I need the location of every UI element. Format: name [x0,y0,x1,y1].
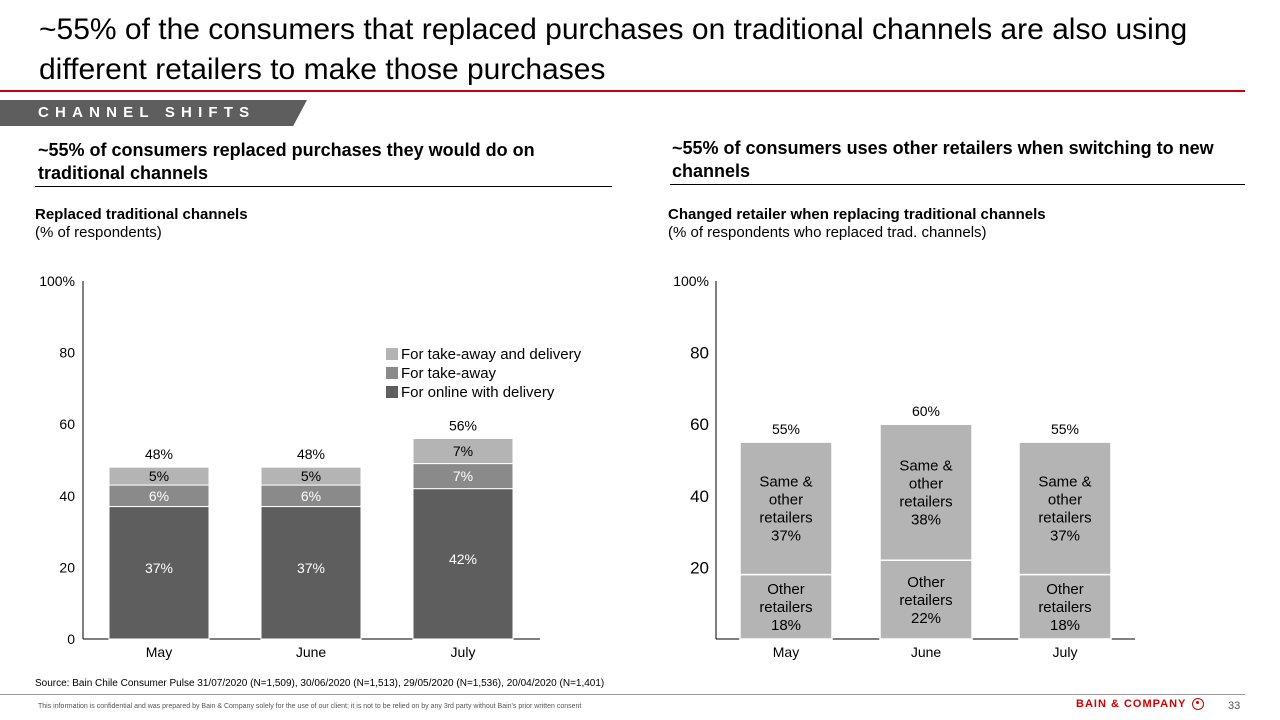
changed-retailer-chart: 20 40 60 80 100% Other retailers 18% Same & other… [673,273,1135,660]
left-panel-divider [35,186,612,187]
bar-segment [108,506,210,640]
page-title: ~55% of the consumers that replaced purc… [39,13,1188,86]
x-tick-label: May [146,644,172,660]
logo-mark-icon [1192,698,1205,710]
y-tick-label: 100% [673,273,709,289]
bar-segment [879,423,973,561]
bar-total-label: 55% [1051,421,1079,437]
bar-value-label: Same & other retailers 37% [1038,474,1091,545]
source-note: Source: Bain Chile Consumer Pulse 31/07/… [35,678,605,689]
bar-segment [412,463,514,490]
right-panel-divider [670,184,1245,185]
bar-value-label: 7% [453,468,473,484]
bar-value-label: 6% [149,488,169,504]
legend-label: For take-away [401,365,497,382]
bar-segment [412,438,514,465]
replaced-channels-chart: 0 20 40 60 80 100% 37% 6% 5% 48% May 37% 6% 5% 48% June… [39,273,581,660]
bar-segment [412,488,514,640]
bar-value-label: Same & other retailers 38% [899,457,952,528]
y-tick-label: 100% [39,273,75,289]
bar-value-label: 6% [301,488,321,504]
bar-total-label: 60% [912,403,940,419]
bar-segment [260,506,362,640]
legend-swatch [386,386,398,398]
left-chart-title: Replaced traditional channels [35,206,248,223]
x-tick-label: May [773,644,799,660]
section-tag: CHANNEL SHIFTS [0,100,307,126]
company-logo-text: BAIN & COMPANY [1076,698,1187,710]
bar-value-label: 42% [449,551,477,567]
bar-segment [1018,441,1112,576]
bar-value-label: Same & other retailers 37% [759,474,812,545]
bar-total-label: 48% [145,446,173,462]
x-tick-label: July [451,644,476,660]
bar-value-label: Other retailers 22% [899,574,952,627]
y-tick-label: 60 [690,415,709,434]
bar-total-label: 55% [772,421,800,437]
footer-divider [0,694,1245,695]
left-panel-heading: ~55% of consumers replaced purchases the… [38,140,535,183]
legend-swatch [386,367,398,379]
bar-value-label: 5% [149,468,169,484]
bar-value-label: 37% [297,560,325,576]
bar-segment [108,466,210,486]
title-divider [0,90,1245,92]
x-tick-label: June [911,644,942,660]
bar-value-label: 5% [301,468,321,484]
page-number: 33 [1228,700,1241,712]
bar-segment [739,441,833,576]
legend-swatch [386,348,398,360]
y-tick-label: 40 [690,487,709,506]
y-tick-label: 0 [67,631,75,647]
bar-total-label: 56% [449,418,477,434]
y-tick-label: 80 [690,344,709,363]
x-tick-label: July [1053,644,1078,660]
y-tick-label: 80 [59,345,75,361]
bar-value-label: 37% [145,560,173,576]
bar-total-label: 48% [297,446,325,462]
right-panel-heading: ~55% of consumers uses other retailers w… [672,138,1214,181]
bar-value-label: Other retailers 18% [1038,581,1091,634]
legend-label: For online with delivery [401,384,555,401]
confidentiality-disclaimer: This information is confidential and was… [38,703,582,710]
y-tick-label: 40 [59,488,75,504]
y-tick-label: 20 [59,559,75,575]
bar-segment [879,559,973,640]
right-chart-title: Changed retailer when replacing traditio… [668,206,1046,223]
bar-value-label: 7% [453,443,473,459]
bar-segment [260,466,362,486]
legend-label: For take-away and delivery [401,346,582,363]
bar-value-label: Other retailers 18% [759,581,812,634]
bar-segment [1018,573,1112,640]
bar-segment [739,573,833,640]
y-tick-label: 20 [690,558,709,577]
left-chart-subtitle: (% of respondents) [35,224,162,241]
right-chart-subtitle: (% of respondents who replaced trad. cha… [668,224,987,241]
x-tick-label: June [296,644,327,660]
section-tag-label: CHANNEL SHIFTS [38,104,256,121]
company-logo: BAIN & COMPANY [1076,698,1205,710]
y-tick-label: 60 [59,416,75,432]
